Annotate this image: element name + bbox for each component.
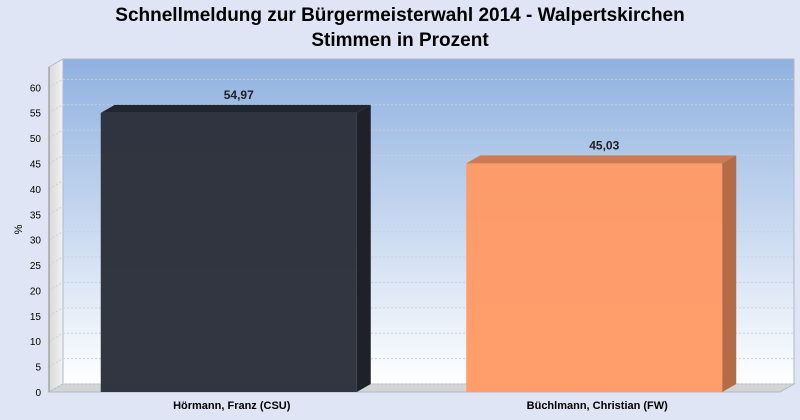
- gridline: [48, 78, 794, 88]
- y-tick-label: 10: [30, 337, 42, 348]
- bar-top: [466, 155, 737, 164]
- bar-top: [100, 104, 371, 113]
- y-tick-label: 5: [35, 363, 41, 374]
- y-tick-label: 45: [30, 159, 42, 170]
- chart-title: Schnellmeldung zur Bürgermeisterwahl 201…: [0, 3, 800, 53]
- data-label: 54,97: [224, 88, 254, 102]
- y-tick-label: 25: [30, 261, 42, 272]
- y-tick-label: 30: [30, 236, 42, 247]
- data-label: 45,03: [589, 138, 619, 152]
- gridline: [48, 231, 794, 241]
- gridline: [48, 129, 794, 139]
- gridline: [48, 307, 794, 317]
- y-tick-label: 60: [30, 83, 42, 94]
- gridline: [48, 154, 794, 164]
- y-tick-label: 20: [30, 286, 42, 297]
- y-tick-label: 55: [30, 109, 42, 120]
- y-tick-label: 0: [35, 388, 41, 399]
- gridline: [48, 180, 794, 190]
- y-tick-label: 50: [30, 134, 42, 145]
- gridline: [48, 281, 794, 291]
- bar: [466, 163, 723, 392]
- gridline: [48, 358, 794, 368]
- x-category-label: Hörmann, Franz (CSU): [173, 400, 291, 412]
- y-tick-label: 35: [30, 210, 42, 221]
- gridline: [48, 383, 794, 393]
- y-tick-label: 40: [30, 185, 42, 196]
- plot-side-wall: [48, 58, 64, 393]
- bar-side: [722, 155, 737, 392]
- bar-side: [356, 104, 371, 392]
- gridline: [48, 256, 794, 266]
- gridline: [48, 104, 794, 114]
- bar: [100, 112, 357, 392]
- chart-subtitle: Stimmen in Prozent: [311, 30, 489, 51]
- chart-title-line1: Schnellmeldung zur Bürgermeisterwahl 201…: [115, 5, 685, 26]
- x-category-label: Büchlmann, Christian (FW): [527, 400, 669, 412]
- gridline: [48, 205, 794, 215]
- y-axis-title: %: [13, 224, 25, 234]
- gridline: [48, 332, 794, 342]
- y-tick-label: 15: [30, 312, 42, 323]
